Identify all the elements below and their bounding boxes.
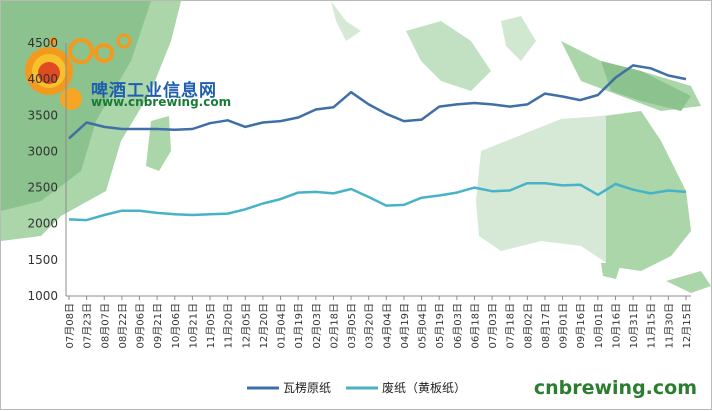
x-tick-label: 11月15日: [646, 303, 658, 348]
x-tick-label: 07月18日: [505, 303, 517, 348]
legend-label-corrugated: 瓦楞原纸: [283, 380, 331, 395]
x-tick-label: 02月18日: [328, 303, 340, 348]
x-tick-label: 12月15日: [681, 303, 693, 348]
x-tick-label: 10月31日: [628, 303, 640, 348]
logo-title: 啤酒工业信息网: [91, 81, 217, 101]
x-tick-label: 05月04日: [417, 303, 429, 348]
x-tick-label: 02月03日: [311, 303, 323, 348]
x-tick-label: 07月08日: [64, 303, 76, 348]
x-tick-label: 12月20日: [258, 303, 270, 348]
x-tick-label: 11月05日: [205, 303, 217, 348]
x-tick-label: 09月06日: [135, 303, 147, 348]
y-tick-label: 1500: [27, 253, 58, 267]
x-tick-label: 03月05日: [346, 303, 358, 348]
x-tick-label: 10月01日: [593, 303, 605, 348]
y-tick-label: 4000: [27, 72, 58, 86]
watermark: cnbrewing.com: [533, 377, 697, 399]
x-tick-label: 04月19日: [399, 303, 411, 348]
y-tick-label: 2500: [27, 181, 58, 195]
series-line-0: [68, 64, 687, 140]
x-tick-label: 11月20日: [223, 303, 235, 348]
x-tick-label: 01月19日: [293, 303, 305, 348]
x-tick-label: 10月21日: [187, 303, 199, 348]
legend: 瓦楞原纸 废纸（黄板纸）: [247, 380, 466, 395]
x-tick-label: 10月16日: [610, 303, 622, 348]
x-tick-label: 09月21日: [152, 303, 164, 348]
x-tick-label: 11月30日: [663, 303, 675, 348]
y-tick-label: 2000: [27, 217, 58, 231]
logo-icon: [25, 33, 132, 110]
x-tick-label: 09月01日: [558, 303, 570, 348]
x-tick-label: 08月07日: [99, 303, 111, 348]
x-tick-label: 06月18日: [469, 303, 481, 348]
series-line-1: [68, 181, 687, 222]
x-tick-label: 04月04日: [381, 303, 393, 348]
x-tick-label: 07月03日: [487, 303, 499, 348]
x-tick-label: 01月04日: [276, 303, 288, 348]
x-tick-label: 09月16日: [575, 303, 587, 348]
logo-url: www.cnbrewing.com: [91, 95, 232, 109]
legend-label-wastepaper: 废纸（黄板纸）: [382, 380, 466, 395]
x-tick-label: 08月22日: [117, 303, 129, 348]
x-tick-label: 12月05日: [240, 303, 252, 348]
y-tick-label: 3000: [27, 144, 58, 158]
x-tick-label: 08月02日: [522, 303, 534, 348]
x-tick-label: 10月06日: [170, 303, 182, 348]
x-tick-label: 07月23日: [82, 303, 94, 348]
x-tick-label: 05月19日: [434, 303, 446, 348]
x-tick-label: 08月17日: [540, 303, 552, 348]
y-tick-label: 4500: [27, 36, 58, 50]
x-tick-label: 06月03日: [452, 303, 464, 348]
y-tick-label: 1000: [27, 289, 58, 303]
x-tick-label: 03月20日: [364, 303, 376, 348]
y-tick-label: 3500: [27, 108, 58, 122]
